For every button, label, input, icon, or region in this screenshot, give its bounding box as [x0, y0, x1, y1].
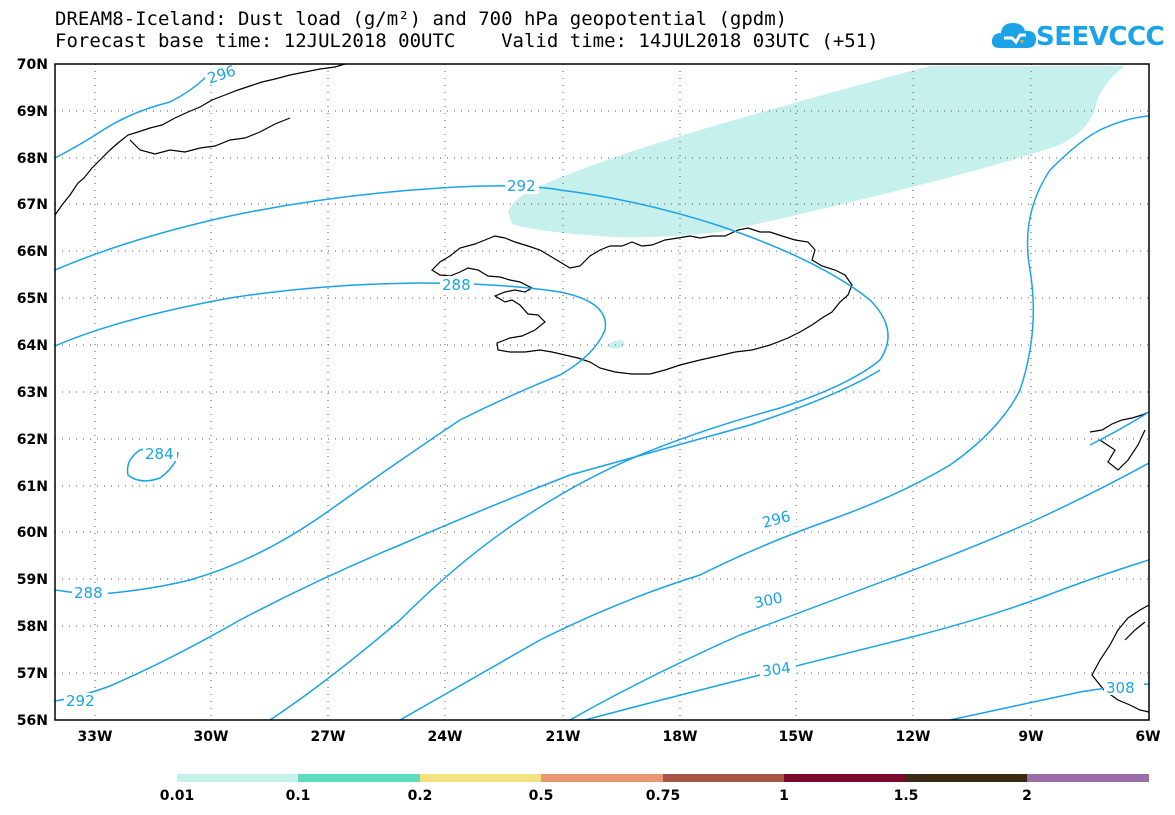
colorbar-label: 1: [779, 788, 789, 804]
contour-288: [55, 282, 607, 595]
map-frame: [54, 63, 1150, 721]
contour-label: 308: [1106, 679, 1135, 697]
lat-label: 56N: [17, 713, 48, 729]
colorbar-label: 0.01: [160, 788, 195, 804]
lat-label: 64N: [17, 338, 48, 354]
colorbar-label: 1.5: [894, 788, 919, 804]
lat-label: 62N: [17, 432, 48, 448]
lon-label: 24W: [428, 729, 463, 745]
contour-label: 300: [752, 589, 784, 613]
lat-label: 70N: [17, 57, 48, 73]
colorbar-segment: [663, 774, 784, 782]
colorbar-label: 0.5: [529, 788, 554, 804]
colorbar-segment: [420, 774, 541, 782]
scotland-coast: [1091, 604, 1149, 713]
lon-label: 33W: [78, 729, 113, 745]
lon-label: 6W: [1135, 729, 1160, 745]
colorbar-segment: [784, 774, 906, 782]
lon-label: 21W: [546, 729, 581, 745]
dust-load-area: [508, 66, 1125, 238]
logo-text: SEEVCCC: [1036, 22, 1165, 52]
contour-label: 288: [74, 584, 103, 602]
lon-label: 15W: [779, 729, 814, 745]
colorbar-label: 2: [1022, 788, 1032, 804]
faroe-coast: [1089, 411, 1149, 471]
cloud-logo-icon: [991, 23, 1036, 48]
contour-292-iceland: [55, 185, 889, 720]
lat-label: 57N: [17, 666, 48, 682]
dust-load-patch: [607, 340, 625, 349]
lat-label: 58N: [17, 619, 48, 635]
lon-label: 9W: [1018, 729, 1043, 745]
colorbar-segment: [541, 774, 663, 782]
contour-296: [399, 115, 1149, 720]
lat-label: 69N: [17, 104, 48, 120]
longitude-labels: 33W 30W 27W 24W 21W 18W 15W 12W 9W 6W: [78, 729, 1161, 745]
colorbar-label: 0.75: [646, 788, 681, 804]
colorbar: 0.01 0.1 0.2 0.5 0.75 1 1.5 2: [160, 774, 1149, 804]
seevccc-logo: SEEVCCC: [990, 18, 1165, 60]
contour-label: 292: [507, 177, 536, 195]
colorbar-segment: [177, 774, 298, 782]
contour-label: 284: [145, 445, 174, 463]
contour-labels: 296 292 288 284 288 296 300 304 308 292: [64, 64, 1144, 710]
contour-label: 288: [442, 276, 471, 294]
lat-label: 67N: [17, 197, 48, 213]
lat-label: 68N: [17, 151, 48, 167]
coastlines: [55, 64, 1149, 713]
contour-300: [569, 462, 1149, 720]
contour-292-south: [55, 369, 881, 702]
contour-label: 292: [66, 692, 95, 710]
colorbar-segment: [1027, 774, 1149, 782]
lat-label: 59N: [17, 572, 48, 588]
lat-label: 63N: [17, 385, 48, 401]
iceland-coast: [431, 227, 853, 375]
colorbar-label: 0.2: [408, 788, 433, 804]
lat-label: 65N: [17, 291, 48, 307]
lat-label: 60N: [17, 525, 48, 541]
colorbar-segment: [298, 774, 420, 782]
lat-label: 61N: [17, 479, 48, 495]
lon-label: 30W: [194, 729, 229, 745]
lon-label: 18W: [663, 729, 698, 745]
colorbar-label: 0.1: [286, 788, 311, 804]
latitude-labels: 70N 69N 68N 67N 66N 65N 64N 63N 62N 61N …: [17, 57, 48, 729]
geopotential-contours: [55, 69, 1149, 720]
contour-label: 304: [761, 659, 792, 681]
contour-304: [584, 559, 1149, 720]
lon-label: 12W: [896, 729, 931, 745]
contour-300-east: [1089, 411, 1149, 446]
lon-label: 27W: [311, 729, 346, 745]
map-subtitle: Forecast base time: 12JUL2018 00UTC Vali…: [55, 30, 879, 52]
lat-label: 66N: [17, 244, 48, 260]
graticule: [55, 64, 1149, 720]
greenland-coast: [55, 64, 346, 216]
map-title: DREAM8-Iceland: Dust load (g/m²) and 700…: [55, 8, 788, 30]
colorbar-segment: [906, 774, 1027, 782]
